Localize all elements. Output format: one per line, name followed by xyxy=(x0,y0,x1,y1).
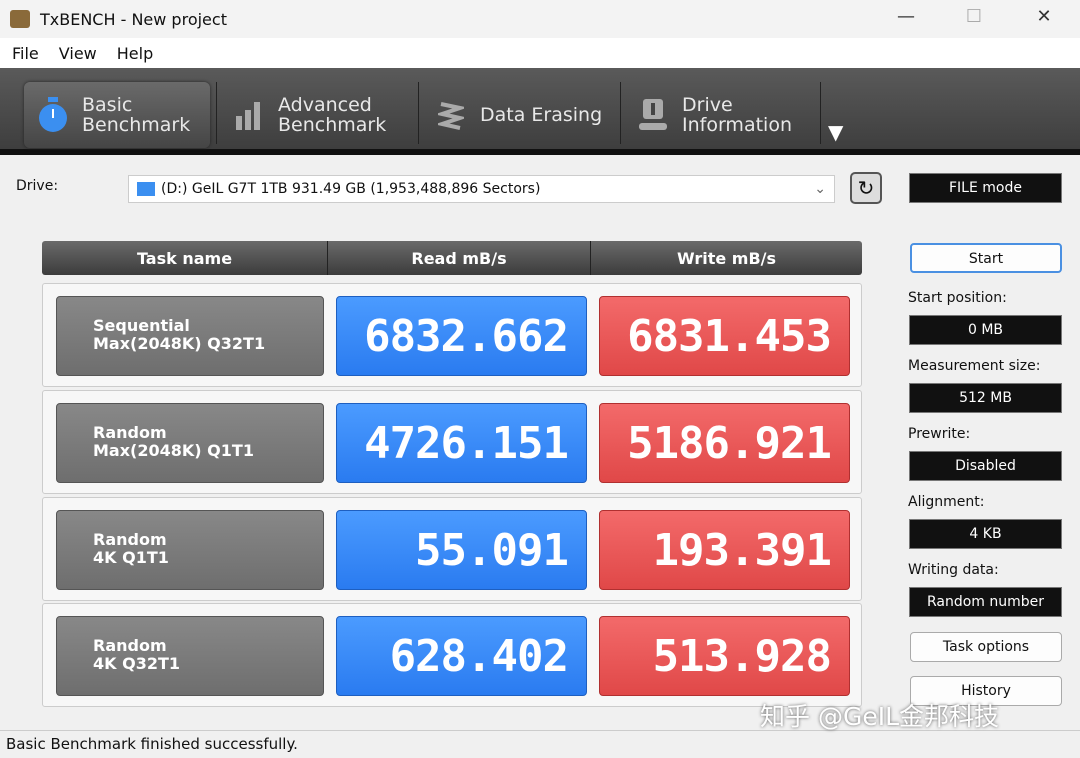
table-row: Sequential Max(2048K) Q32T1 6832.662 6831… xyxy=(42,283,862,387)
history-button[interactable]: History xyxy=(910,676,1062,706)
task-name: Random xyxy=(93,530,167,549)
alignment-field[interactable]: 4 KB xyxy=(909,519,1062,549)
eraser-icon xyxy=(434,98,468,132)
header-read: Read mB/s xyxy=(328,241,591,275)
start-button[interactable]: Start xyxy=(910,243,1062,273)
drive-select[interactable]: (D:) GeIL G7T 1TB 931.49 GB (1,953,488,8… xyxy=(128,175,835,203)
tab-basic-benchmark[interactable]: Basic Benchmark xyxy=(24,82,210,148)
chevron-down-icon: ⌄ xyxy=(814,181,826,197)
task-name: Random xyxy=(93,636,167,655)
prewrite-field[interactable]: Disabled xyxy=(909,451,1062,481)
write-value: 193.391 xyxy=(599,510,850,590)
prewrite-label: Prewrite: xyxy=(908,426,971,442)
window-title: TxBENCH - New project xyxy=(40,9,227,29)
drive-info-icon xyxy=(636,98,670,132)
measurement-size-label: Measurement size: xyxy=(908,358,1041,374)
maximize-button[interactable]: ☐ xyxy=(965,6,983,27)
measurement-size-field[interactable]: 512 MB xyxy=(909,383,1062,413)
menu-help[interactable]: Help xyxy=(116,43,154,63)
watermark: 知乎 @GeIL金邦科技 xyxy=(760,702,1000,731)
app-icon xyxy=(10,10,30,28)
stopwatch-icon xyxy=(36,97,70,132)
more-tabs-icon[interactable]: ▼ xyxy=(828,120,844,144)
task-options-button[interactable]: Task options xyxy=(910,632,1062,662)
write-value: 6831.453 xyxy=(599,296,850,376)
refresh-icon: ↻ xyxy=(857,176,875,200)
tab-label: Drive xyxy=(682,94,733,116)
table-row: Random 4K Q32T1 628.402 513.928 xyxy=(42,603,862,707)
results-table-header: Task name Read mB/s Write mB/s xyxy=(42,241,862,275)
bar-chart-icon xyxy=(232,98,266,132)
writing-data-field[interactable]: Random number xyxy=(909,587,1062,617)
read-value: 628.402 xyxy=(336,616,587,696)
read-value: 55.091 xyxy=(336,510,587,590)
start-position-label: Start position: xyxy=(908,290,1007,306)
writing-data-label: Writing data: xyxy=(908,562,999,578)
tab-label: Benchmark xyxy=(82,114,191,136)
minimize-button[interactable]: — xyxy=(897,6,915,27)
task-button[interactable]: Random Max(2048K) Q1T1 xyxy=(56,403,324,483)
tab-label: Benchmark xyxy=(278,114,387,136)
refresh-drive-button[interactable]: ↻ xyxy=(850,172,882,204)
title-bar: TxBENCH - New project — ☐ ✕ xyxy=(0,0,1080,38)
menu-bar: File View Help xyxy=(0,38,1080,68)
drive-icon xyxy=(137,182,155,196)
close-button[interactable]: ✕ xyxy=(1036,6,1052,27)
tab-advanced-benchmark[interactable]: Advanced Benchmark xyxy=(220,82,414,148)
tab-label: Information xyxy=(682,114,792,136)
task-params: 4K Q1T1 xyxy=(93,548,169,567)
task-params: Max(2048K) Q1T1 xyxy=(93,441,254,460)
header-task-name: Task name xyxy=(42,241,328,275)
drive-value: (D:) GeIL G7T 1TB 931.49 GB (1,953,488,8… xyxy=(161,181,541,197)
table-row: Random Max(2048K) Q1T1 4726.151 5186.921 xyxy=(42,390,862,494)
mode-display: FILE mode xyxy=(909,173,1062,203)
task-name: Sequential xyxy=(93,316,190,335)
write-value: 5186.921 xyxy=(599,403,850,483)
tab-drive-information[interactable]: Drive Information xyxy=(624,82,818,148)
task-params: 4K Q32T1 xyxy=(93,654,181,673)
task-name: Random xyxy=(93,423,167,442)
write-value: 513.928 xyxy=(599,616,850,696)
header-write: Write mB/s xyxy=(676,248,777,268)
tab-label: Basic xyxy=(82,94,133,116)
menu-view[interactable]: View xyxy=(58,43,97,63)
status-bar: Basic Benchmark finished successfully. xyxy=(0,730,1080,758)
status-text: Basic Benchmark finished successfully. xyxy=(6,735,298,753)
tab-label: Data Erasing xyxy=(480,104,603,126)
menu-file[interactable]: File xyxy=(12,43,39,63)
read-value: 6832.662 xyxy=(336,296,587,376)
tab-label: Advanced xyxy=(278,94,372,116)
alignment-label: Alignment: xyxy=(908,494,985,510)
start-position-field[interactable]: 0 MB xyxy=(909,315,1062,345)
table-row: Random 4K Q1T1 55.091 193.391 xyxy=(42,497,862,601)
task-params: Max(2048K) Q32T1 xyxy=(93,334,266,353)
tab-data-erasing[interactable]: Data Erasing xyxy=(422,82,616,148)
task-button[interactable]: Random 4K Q1T1 xyxy=(56,510,324,590)
task-button[interactable]: Sequential Max(2048K) Q32T1 xyxy=(56,296,324,376)
read-value: 4726.151 xyxy=(336,403,587,483)
toolbar: Basic Benchmark Advanced Benchmark Data Er… xyxy=(0,68,1080,155)
task-button[interactable]: Random 4K Q32T1 xyxy=(56,616,324,696)
drive-label: Drive: xyxy=(16,178,59,194)
